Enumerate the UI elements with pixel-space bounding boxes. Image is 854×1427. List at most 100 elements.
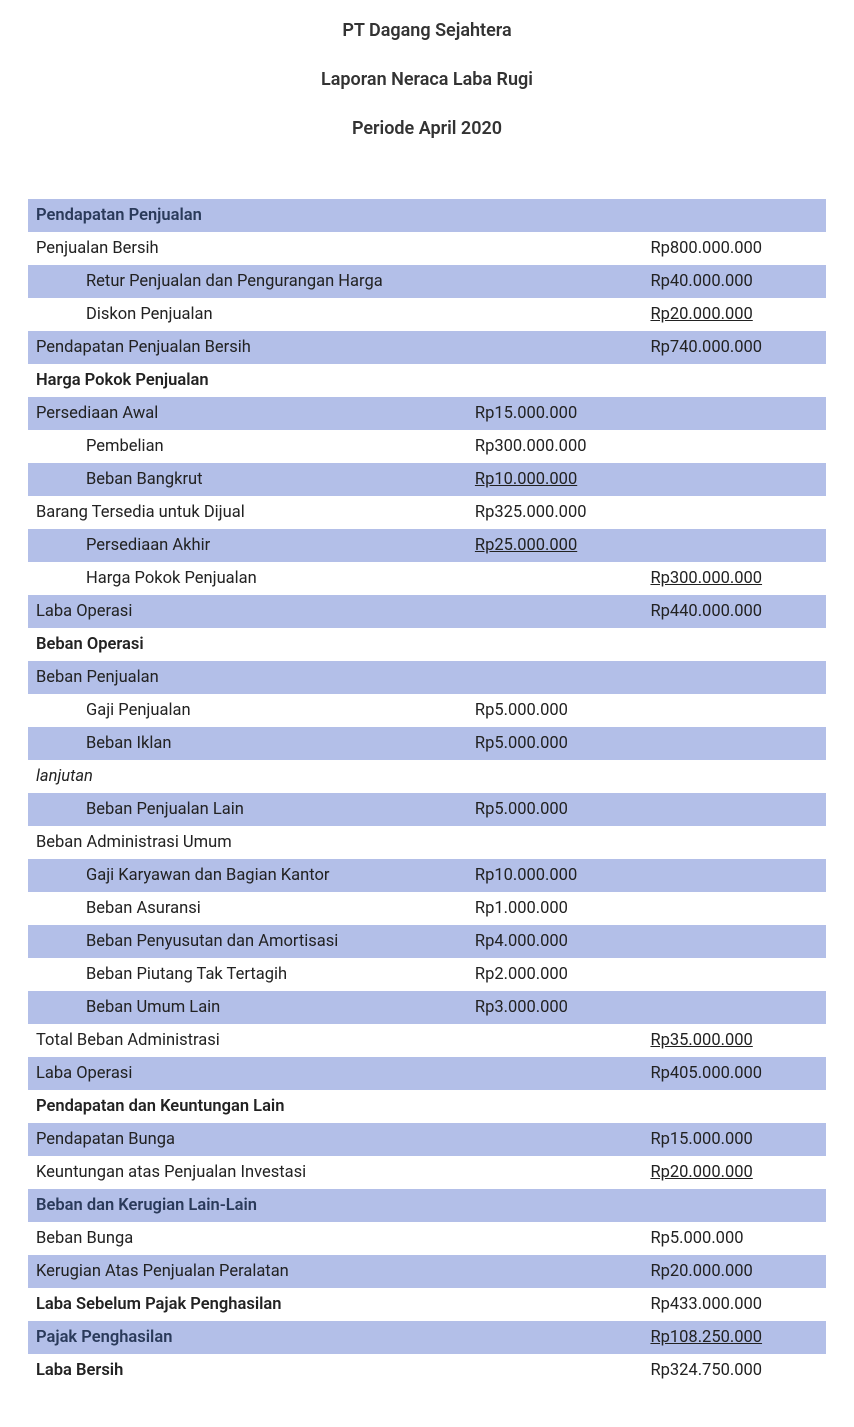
row-label: Beban Iklan [28, 727, 467, 760]
row-right-value: Rp740.000.000 [642, 331, 826, 364]
row-right-value [642, 991, 826, 1024]
row-mid-value [467, 1123, 643, 1156]
row-label: Beban Bangkrut [28, 463, 467, 496]
row-label: Beban Penjualan [28, 661, 467, 694]
row-mid-value [467, 1288, 643, 1321]
row-mid-value [467, 232, 643, 265]
row-mid-value [467, 298, 643, 331]
income-statement-table: Pendapatan PenjualanPenjualan BersihRp80… [28, 199, 826, 1387]
row-right-value: Rp800.000.000 [642, 232, 826, 265]
row-right-value [642, 694, 826, 727]
row-right-value [642, 1090, 826, 1123]
row-mid-value: Rp3.000.000 [467, 991, 643, 1024]
table-row: Total Beban AdministrasiRp35.000.000 [28, 1024, 826, 1057]
row-right-value: Rp5.000.000 [642, 1222, 826, 1255]
table-row: Keuntungan atas Penjualan Investasi Rp20.… [28, 1156, 826, 1189]
row-mid-value [467, 826, 643, 859]
table-row: Barang Tersedia untuk DijualRp325.000.00… [28, 496, 826, 529]
row-mid-value [467, 1222, 643, 1255]
table-row: Beban Administrasi Umum [28, 826, 826, 859]
table-row: Persediaan AkhirRp25.000.000 [28, 529, 826, 562]
row-label: Harga Pokok Penjualan [28, 562, 467, 595]
row-label: Beban dan Kerugian Lain-Lain [28, 1189, 467, 1222]
row-label: Diskon Penjualan [28, 298, 467, 331]
row-label: Total Beban Administrasi [28, 1024, 467, 1057]
row-mid-value: Rp5.000.000 [467, 793, 643, 826]
row-label: Pajak Penghasilan [28, 1321, 467, 1354]
company-name: PT Dagang Sejahtera [28, 20, 826, 41]
row-mid-value: Rp10.000.000 [467, 859, 643, 892]
row-label: Gaji Penjualan [28, 694, 467, 727]
row-label: Harga Pokok Penjualan [28, 364, 467, 397]
row-label: Beban Operasi [28, 628, 467, 661]
row-right-value: Rp40.000.000 [642, 265, 826, 298]
table-row: Kerugian Atas Penjualan PeralatanRp20.00… [28, 1255, 826, 1288]
row-right-value [642, 727, 826, 760]
row-label: Laba Sebelum Pajak Penghasilan [28, 1288, 467, 1321]
row-mid-value [467, 1354, 643, 1387]
table-row: Pendapatan Penjualan BersihRp740.000.000 [28, 331, 826, 364]
row-right-value [642, 892, 826, 925]
report-header: PT Dagang Sejahtera Laporan Neraca Laba … [28, 20, 826, 139]
table-row: Gaji Karyawan dan Bagian KantorRp10.000.… [28, 859, 826, 892]
row-mid-value: Rp25.000.000 [467, 529, 643, 562]
row-right-value: Rp433.000.000 [642, 1288, 826, 1321]
row-label: lanjutan [28, 760, 467, 793]
row-right-value [642, 199, 826, 232]
table-row: Beban Penyusutan dan AmortisasiRp4.000.0… [28, 925, 826, 958]
table-row: Harga Pokok Penjualan [28, 364, 826, 397]
table-row: Beban BangkrutRp10.000.000 [28, 463, 826, 496]
row-mid-value: Rp15.000.000 [467, 397, 643, 430]
row-mid-value [467, 1321, 643, 1354]
row-right-value [642, 463, 826, 496]
table-row: Beban Piutang Tak TertagihRp2.000.000 [28, 958, 826, 991]
row-label: Kerugian Atas Penjualan Peralatan [28, 1255, 467, 1288]
row-right-value [642, 1189, 826, 1222]
row-label: Beban Piutang Tak Tertagih [28, 958, 467, 991]
row-right-value [642, 628, 826, 661]
row-right-value: Rp20.000.000 [642, 298, 826, 331]
table-row: Gaji PenjualanRp5.000.000 [28, 694, 826, 727]
row-label: Laba Operasi [28, 595, 467, 628]
row-right-value [642, 859, 826, 892]
row-label: Laba Bersih [28, 1354, 467, 1387]
row-label: Keuntungan atas Penjualan Investasi [28, 1156, 467, 1189]
row-label: Beban Umum Lain [28, 991, 467, 1024]
row-label: Beban Administrasi Umum [28, 826, 467, 859]
row-right-value: Rp20.000.000 [642, 1156, 826, 1189]
row-right-value [642, 529, 826, 562]
table-row: Beban Penjualan LainRp5.000.000 [28, 793, 826, 826]
row-label: Persediaan Awal [28, 397, 467, 430]
row-mid-value [467, 628, 643, 661]
row-right-value: Rp15.000.000 [642, 1123, 826, 1156]
row-right-value [642, 430, 826, 463]
row-label: Barang Tersedia untuk Dijual [28, 496, 467, 529]
row-right-value [642, 793, 826, 826]
row-mid-value [467, 760, 643, 793]
row-label: Beban Penjualan Lain [28, 793, 467, 826]
table-row: Penjualan Bersih Rp800.000.000 [28, 232, 826, 265]
row-mid-value [467, 1189, 643, 1222]
row-mid-value [467, 1024, 643, 1057]
table-row: Beban IklanRp5.000.000 [28, 727, 826, 760]
row-mid-value: Rp4.000.000 [467, 925, 643, 958]
row-right-value [642, 661, 826, 694]
table-row: Beban dan Kerugian Lain-Lain [28, 1189, 826, 1222]
table-row: Laba BersihRp324.750.000 [28, 1354, 826, 1387]
row-right-value [642, 496, 826, 529]
row-label: Beban Asuransi [28, 892, 467, 925]
row-mid-value: Rp1.000.000 [467, 892, 643, 925]
report-period: Periode April 2020 [28, 118, 826, 139]
row-mid-value [467, 331, 643, 364]
row-label: Pendapatan dan Keuntungan Lain [28, 1090, 467, 1123]
row-label: Gaji Karyawan dan Bagian Kantor [28, 859, 467, 892]
row-mid-value: Rp10.000.000 [467, 463, 643, 496]
table-row: Laba Sebelum Pajak Penghasilan Rp433.000.… [28, 1288, 826, 1321]
row-mid-value: Rp5.000.000 [467, 694, 643, 727]
row-mid-value: Rp325.000.000 [467, 496, 643, 529]
row-label: Penjualan Bersih [28, 232, 467, 265]
table-row: Diskon Penjualan Rp20.000.000 [28, 298, 826, 331]
table-row: Pendapatan BungaRp15.000.000 [28, 1123, 826, 1156]
row-mid-value [467, 562, 643, 595]
row-mid-value: Rp2.000.000 [467, 958, 643, 991]
